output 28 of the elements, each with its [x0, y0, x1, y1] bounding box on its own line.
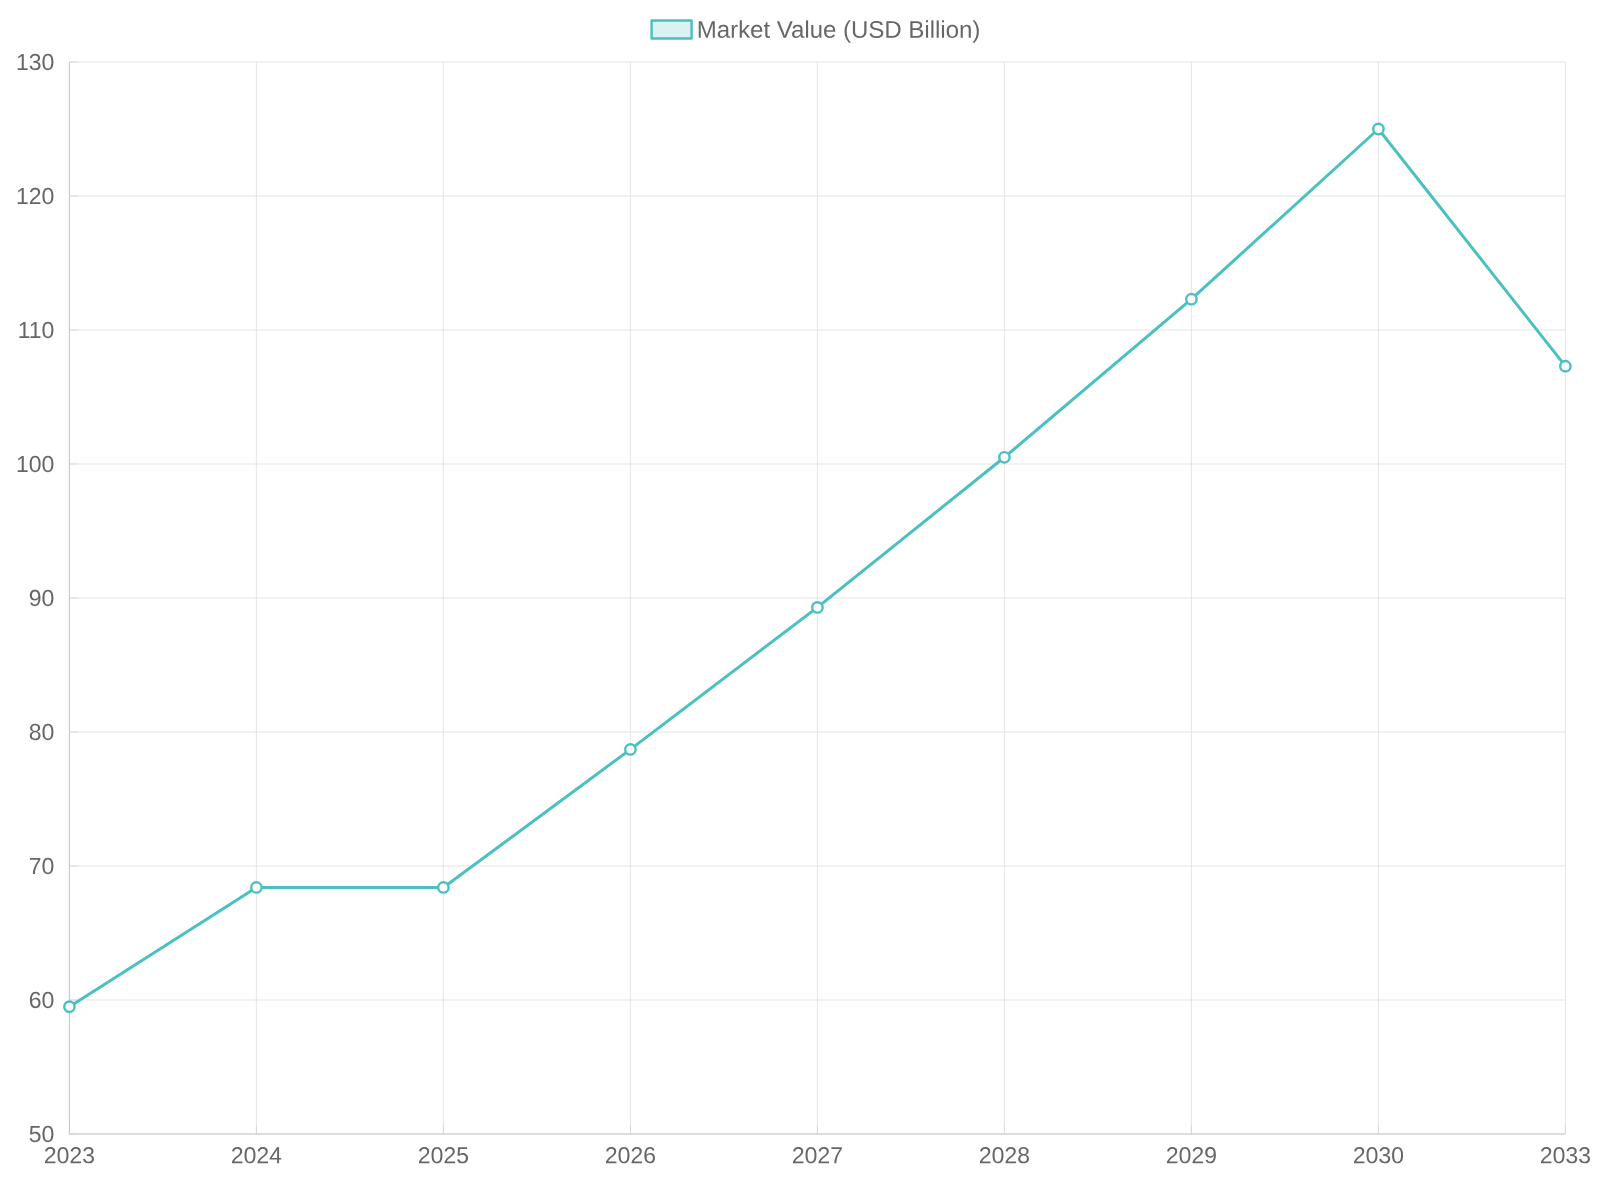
y-tick-label: 90	[29, 589, 54, 607]
point	[63, 1000, 76, 1014]
point	[1372, 122, 1385, 136]
point	[624, 743, 637, 756]
x-tick-label: 2027	[792, 1147, 842, 1164]
y-tick-label: 60	[29, 991, 54, 1009]
x-tick-label: 2024	[231, 1147, 282, 1164]
x-tick-label: 2026	[605, 1147, 655, 1164]
point	[1559, 359, 1572, 373]
y-tick-label: 50	[29, 1125, 54, 1143]
point	[811, 600, 824, 614]
y-tick-label: 70	[29, 857, 54, 875]
x-tick-label: 2033	[1540, 1147, 1590, 1164]
y-tick-label: 100	[17, 455, 54, 473]
x-tick-label: 2023	[44, 1147, 94, 1164]
legend-label: Market Value (USD Billion)	[698, 20, 979, 43]
x-tick-label: 2030	[1353, 1147, 1404, 1164]
point	[250, 881, 263, 894]
x-tick-label: 2028	[979, 1147, 1029, 1164]
y-tick-label: 80	[29, 723, 54, 741]
x-tick-label: 2029	[1166, 1147, 1216, 1164]
y-tick-label: 110	[19, 321, 54, 339]
point	[437, 881, 450, 894]
point	[998, 450, 1011, 464]
x-tick-label: 2025	[418, 1147, 469, 1164]
y-tick-label: 120	[17, 187, 54, 205]
point	[1185, 292, 1198, 306]
y-tick-label: 130	[17, 53, 54, 71]
